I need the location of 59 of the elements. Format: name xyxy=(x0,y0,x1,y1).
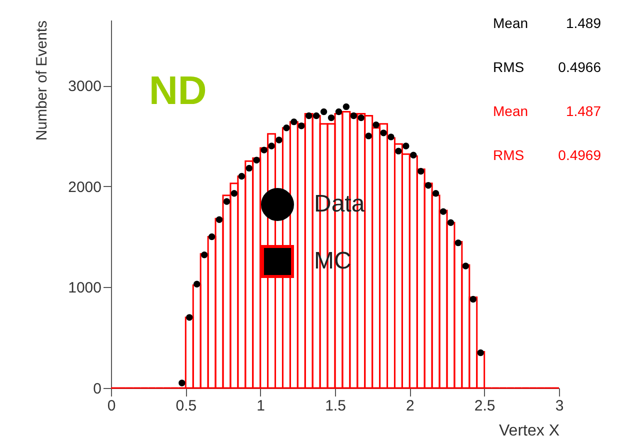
x-tick-label: 2 xyxy=(406,398,414,414)
point xyxy=(268,142,275,150)
y-tick-label: 0 xyxy=(93,380,102,398)
point xyxy=(418,168,424,175)
x-tick-label: 2.5 xyxy=(474,398,496,414)
point xyxy=(432,190,440,197)
point xyxy=(178,380,186,386)
point xyxy=(447,219,454,226)
x-tick-label: 1 xyxy=(256,398,266,414)
text: RMS 0.4969 xyxy=(493,147,601,163)
point xyxy=(395,148,402,154)
point xyxy=(194,280,200,288)
point xyxy=(216,216,223,223)
point xyxy=(200,252,208,258)
point xyxy=(186,314,193,321)
point xyxy=(365,132,372,140)
point xyxy=(470,296,476,303)
point xyxy=(306,112,312,120)
point xyxy=(320,108,328,116)
point xyxy=(462,262,470,270)
y-axis-title: Number of Events xyxy=(34,20,50,141)
point xyxy=(260,146,268,154)
x-axis-title: Vertex X xyxy=(499,422,560,440)
point xyxy=(290,118,298,126)
point xyxy=(342,103,350,110)
x-tick-label: 0.5 xyxy=(176,398,197,414)
x-tick-label: 1.5 xyxy=(325,398,346,414)
point xyxy=(388,134,394,140)
point xyxy=(246,164,252,172)
point xyxy=(312,112,320,120)
point xyxy=(253,156,260,164)
text: RMS 0.4966 xyxy=(493,59,601,75)
point xyxy=(402,142,410,150)
x-tick-label: 0 xyxy=(107,398,116,414)
point xyxy=(223,198,230,205)
text: Mean 1.489 xyxy=(493,15,601,31)
point xyxy=(358,114,364,122)
point xyxy=(424,182,432,189)
point xyxy=(230,190,238,197)
text: ND xyxy=(149,69,207,113)
point xyxy=(477,349,484,356)
point xyxy=(350,112,358,120)
y-tick-label: 2000 xyxy=(68,178,102,196)
point xyxy=(283,124,290,132)
point xyxy=(440,208,447,215)
point xyxy=(410,152,417,158)
point xyxy=(298,122,305,130)
y-tick-label: 3000 xyxy=(68,78,102,96)
point xyxy=(238,172,246,180)
point xyxy=(372,122,380,128)
point xyxy=(328,114,335,122)
point xyxy=(335,108,342,116)
point xyxy=(380,130,387,136)
y-tick-label: 1000 xyxy=(68,280,102,297)
text: Mean 1.487 xyxy=(493,103,601,119)
point xyxy=(276,136,282,144)
point xyxy=(208,233,216,240)
x-tick-label: 3 xyxy=(555,398,564,414)
point xyxy=(454,239,462,246)
